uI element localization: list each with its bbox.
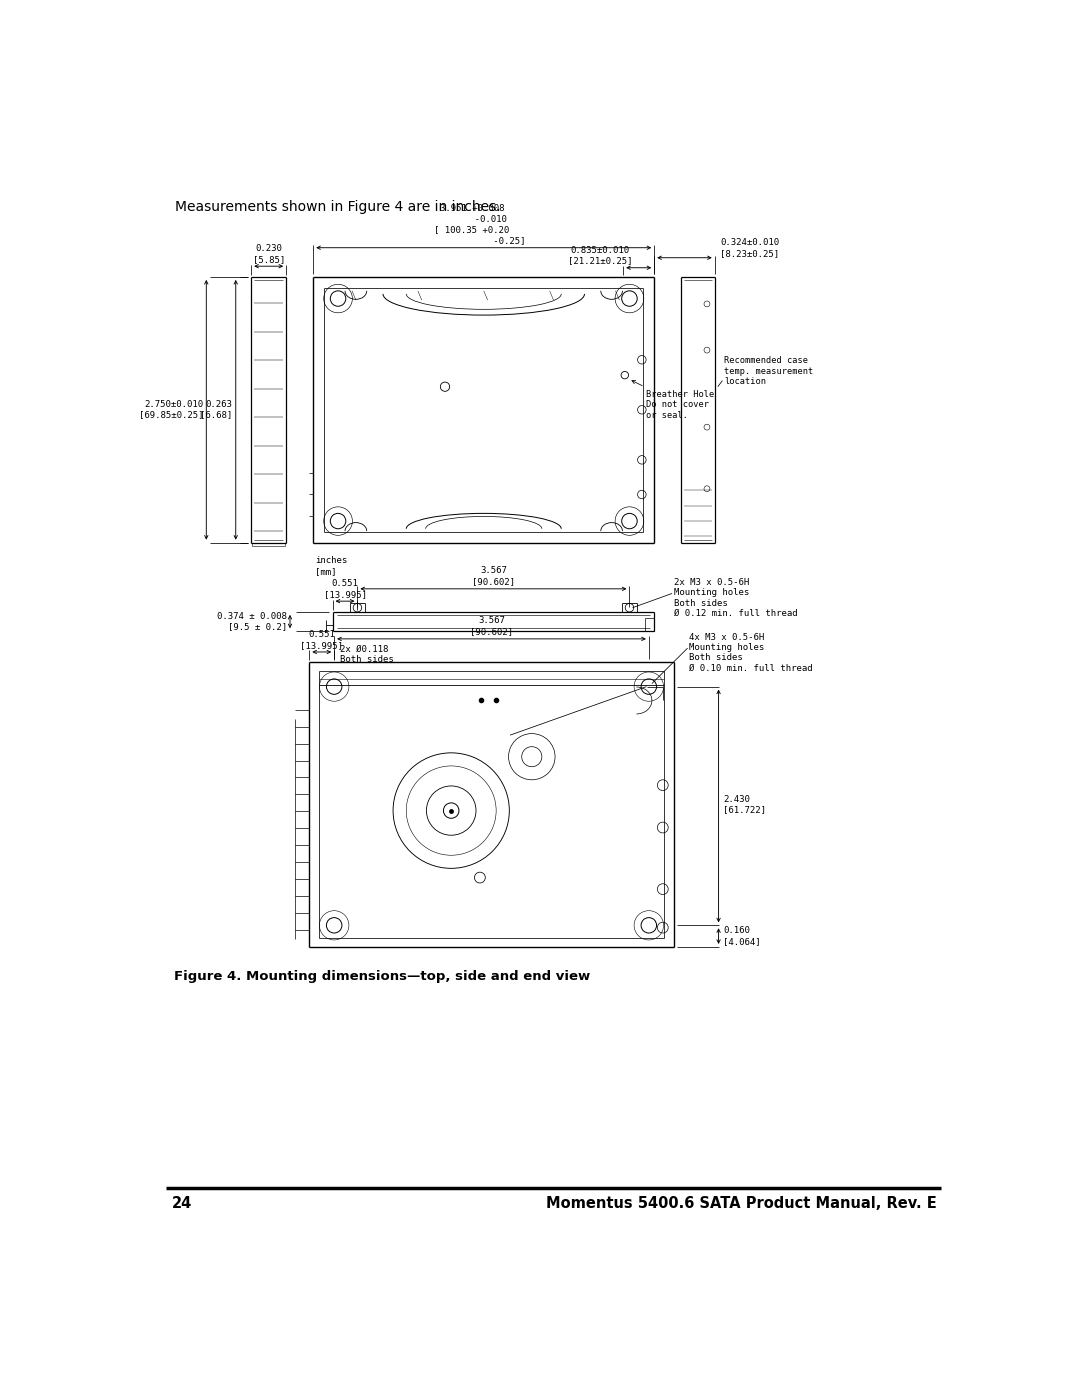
Text: Figure 4. Mounting dimensions—top, side and end view: Figure 4. Mounting dimensions—top, side … (174, 970, 590, 983)
Text: 2x Ø0.118
Both sides: 2x Ø0.118 Both sides (340, 645, 394, 665)
Text: Recommended case
temp. measurement
location: Recommended case temp. measurement locat… (724, 356, 813, 386)
Text: 0.263
[6.68]: 0.263 [6.68] (201, 400, 232, 419)
Text: 24: 24 (172, 1196, 192, 1211)
Text: 0.374 ± 0.008
[9.5 ± 0.2]: 0.374 ± 0.008 [9.5 ± 0.2] (217, 612, 287, 631)
Text: 0.835±0.010
[21.21±0.25]: 0.835±0.010 [21.21±0.25] (568, 246, 632, 265)
Text: 3.567
[90.602]: 3.567 [90.602] (472, 566, 515, 585)
Text: 0.230
[5.85]: 0.230 [5.85] (253, 244, 285, 264)
Text: 3.567
[90.602]: 3.567 [90.602] (470, 616, 513, 636)
Text: 2x M3 x 0.5-6H
Mounting holes
Both sides
Ø 0.12 min. full thread: 2x M3 x 0.5-6H Mounting holes Both sides… (674, 578, 797, 617)
Text: 0.551
[13.995]: 0.551 [13.995] (300, 630, 343, 650)
Text: 4x M3 x 0.5-6H
Mounting holes
Both sides
Ø 0.10 min. full thread: 4x M3 x 0.5-6H Mounting holes Both sides… (689, 633, 813, 673)
Text: 0.324±0.010
[8.23±0.25]: 0.324±0.010 [8.23±0.25] (720, 239, 780, 257)
Text: 2.430
[61.722]: 2.430 [61.722] (724, 795, 766, 814)
Text: 3.951 +0.008
       -0.010
[ 100.35 +0.20
              -0.25]: 3.951 +0.008 -0.010 [ 100.35 +0.20 -0.25… (418, 204, 526, 244)
Text: Measurements shown in Figure 4 are in inches.: Measurements shown in Figure 4 are in in… (175, 200, 501, 214)
Text: Breather Hole
Do not cover
or seal.: Breather Hole Do not cover or seal. (632, 380, 715, 419)
Text: 0.160
[4.064]: 0.160 [4.064] (724, 926, 760, 946)
Text: 0.551
[13.995]: 0.551 [13.995] (324, 580, 366, 599)
Text: Momentus 5400.6 SATA Product Manual, Rev. E: Momentus 5400.6 SATA Product Manual, Rev… (546, 1196, 937, 1211)
Text: inches
[mm]: inches [mm] (314, 556, 347, 576)
Text: 2.750±0.010
[69.85±0.25]: 2.750±0.010 [69.85±0.25] (138, 400, 203, 419)
